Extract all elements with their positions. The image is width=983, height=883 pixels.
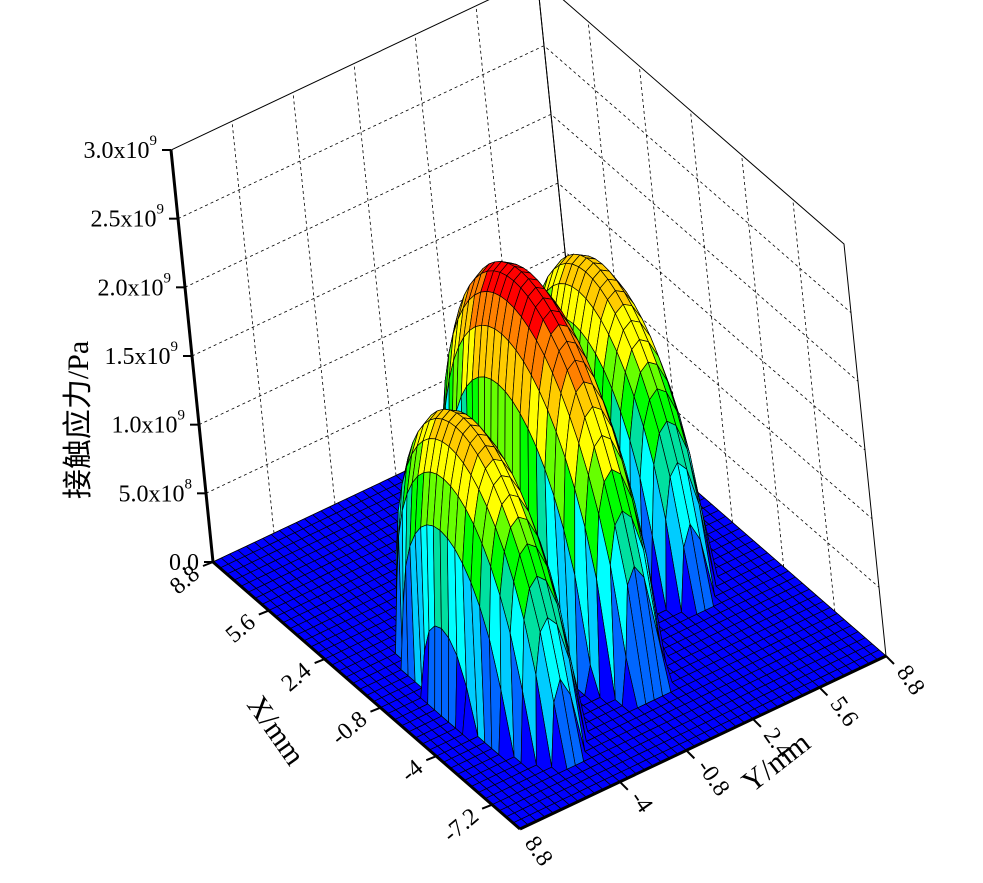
surface-cell [434, 625, 442, 717]
x-tick-mark [314, 658, 326, 665]
x-tick-label: -4 [396, 755, 428, 788]
grid-line-z [177, 45, 852, 314]
y-axis-line [519, 654, 887, 831]
z-tick-label: 2.5x109 [91, 202, 165, 233]
z-tick-exponent: 9 [150, 133, 158, 149]
x-axis-line [212, 560, 521, 831]
y-tick-label: -0.8 [691, 755, 734, 801]
y-tick-mark [619, 781, 629, 791]
z-tick-exponent: 9 [164, 270, 172, 286]
z-tick-label: 0.0 [169, 550, 199, 576]
x-tick-label: 5.6 [221, 609, 261, 648]
y-tick-mark [818, 686, 829, 697]
y-tick-mark [752, 718, 762, 728]
x-tick-label: 2.4 [277, 658, 317, 697]
x-tick-mark [258, 609, 270, 616]
z-tick-exponent: 9 [157, 202, 165, 218]
grid-line-z [191, 182, 866, 451]
x-tick-mark [370, 706, 381, 713]
z-tick-exponent: 8 [185, 476, 193, 492]
grid-line-x [792, 199, 836, 612]
z-tick-label: 1.5x109 [105, 339, 179, 370]
x-axis-title: X/mm [240, 690, 311, 772]
z-tick-exponent: 9 [178, 408, 186, 424]
z-axis-ticks: 0.0 5.0x108 1.0x109 1.5x109 2.0x109 2.5x109 3.… [84, 133, 213, 576]
y-tick-label: -4 [625, 786, 658, 817]
z-tick-label: 3.0x109 [84, 133, 158, 164]
x-tick-label: -7.2 [438, 803, 484, 847]
grid-line-z [184, 113, 859, 382]
y-tick-mark [885, 655, 895, 665]
surface-cell [427, 625, 436, 711]
y-tick-label: 8.8 [519, 832, 558, 871]
y-tick-mark [685, 749, 696, 760]
surface-mesh [212, 253, 887, 830]
z-tick-label: 2.0x109 [98, 270, 172, 301]
x-tick-label: -0.8 [327, 706, 373, 750]
x-tick-mark [481, 803, 493, 810]
x-tick-mark [202, 561, 214, 567]
z-tick-label: 1.0x109 [112, 408, 186, 439]
z-tick-exponent: 9 [171, 339, 179, 355]
grid-line-x [741, 154, 785, 568]
x-tick-mark [425, 755, 437, 762]
z-tick-label: 5.0x108 [119, 476, 193, 507]
z-axis-title: 接触应力/Pa [62, 341, 95, 499]
y-tick-label: 5.6 [825, 692, 864, 731]
surface-cell [441, 628, 450, 723]
y-tick-label: 8.8 [891, 661, 930, 700]
